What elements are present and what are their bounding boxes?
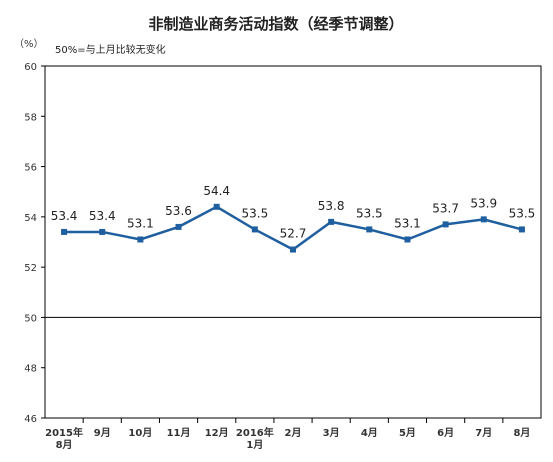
data-label: 53.6 [165,204,192,218]
y-tick-label: 60 [24,62,37,73]
data-label: 52.7 [280,227,307,241]
data-label: 54.4 [203,184,230,198]
data-point [480,216,487,223]
y-tick-label: 56 [24,163,37,174]
plot-frame [44,65,542,419]
y-tick-label: 54 [24,213,37,224]
data-point [442,221,449,228]
y-tick-label: 46 [24,414,37,425]
x-tick-label: 2015年 [45,426,83,439]
data-label: 53.8 [318,199,345,213]
x-tick-label: 2月 [285,427,302,439]
data-point [61,228,68,235]
data-label: 53.5 [241,206,268,220]
data-point [328,218,335,225]
data-label: 53.9 [470,196,497,210]
x-tick-label: 1月 [246,439,263,451]
x-tick-label: 8月 [513,427,530,439]
chart-note: 50%=与上月比较无变化 [55,43,166,56]
data-point [290,246,296,253]
data-label: 53.4 [89,209,116,223]
data-point [175,223,182,230]
data-point [99,228,106,235]
data-label: 53.1 [394,216,421,230]
y-axis-unit: （%） [14,38,44,50]
y-tick-label: 50 [24,313,37,324]
x-tick-label: 10月 [128,427,152,439]
x-tick-label: 9月 [94,427,111,439]
data-point [366,226,373,233]
x-tick-label: 2016年 [236,426,274,439]
x-tick-label: 6月 [437,427,454,439]
data-point [251,226,258,233]
x-tick-label: 5月 [399,427,416,439]
x-tick-label: 4月 [361,427,378,439]
x-tick-label: 11月 [167,427,191,439]
x-tick-label: 7月 [475,427,492,439]
data-point [518,226,525,233]
x-tick-label: 8月 [56,439,73,451]
data-point [213,203,220,210]
x-tick-label: 12月 [205,427,229,439]
y-tick-label: 48 [24,364,37,375]
data-label: 53.5 [509,206,536,220]
data-label: 53.4 [51,209,78,223]
chart-title: 非制造业商务活动指数（经季节调整） [148,15,403,33]
x-tick-label: 3月 [323,427,340,439]
data-point [137,236,144,243]
data-label: 53.7 [432,201,459,215]
y-tick-label: 58 [24,112,37,123]
data-label: 53.1 [127,216,154,230]
data-label: 53.5 [356,206,383,220]
data-point [404,236,411,243]
y-tick-label: 52 [24,263,37,274]
